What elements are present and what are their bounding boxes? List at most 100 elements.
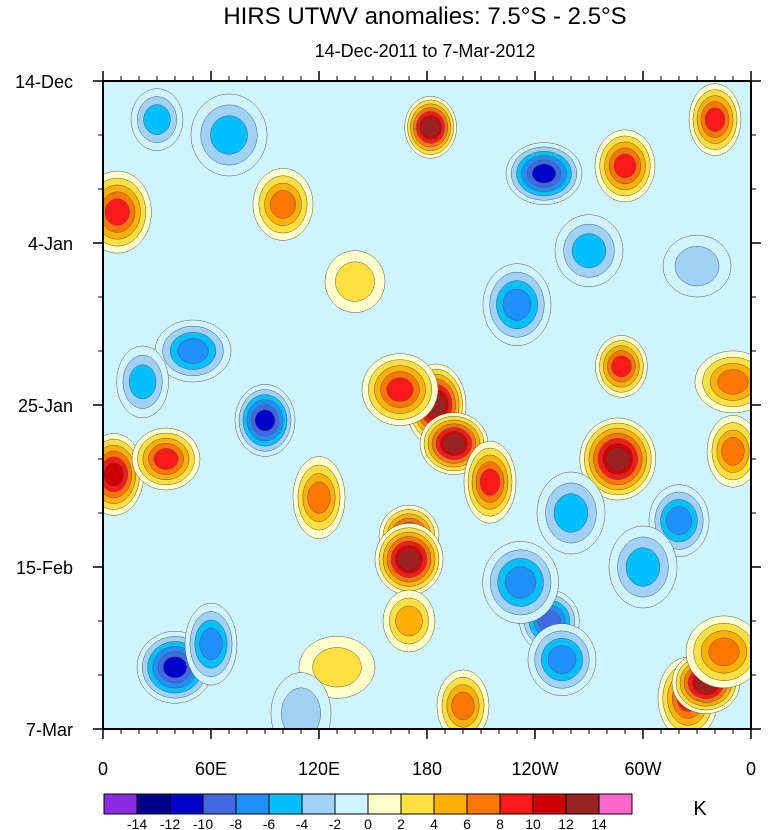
colorbar-tick-label: -14 <box>127 816 147 830</box>
colorbar-tick-label: 8 <box>496 816 504 830</box>
anomaly-feature <box>190 93 268 177</box>
anomaly-field <box>103 83 751 729</box>
anomaly-contour <box>335 261 375 302</box>
x-tick-label: 180 <box>412 759 442 779</box>
anomaly-contour <box>270 190 296 219</box>
anomaly-feature <box>154 319 232 383</box>
y-tick-label: 25-Jan <box>18 396 73 416</box>
anomaly-contour <box>254 409 276 432</box>
anomaly-feature <box>436 669 490 729</box>
anomaly-contour <box>531 163 557 184</box>
anomaly-feature <box>505 142 583 205</box>
x-tick-label: 120E <box>298 759 340 779</box>
colorbar-swatch <box>565 793 600 815</box>
anomaly-contour <box>666 506 692 535</box>
axis-ticks <box>93 71 761 739</box>
anomaly-feature <box>382 589 436 653</box>
x-tick-label: 0 <box>98 759 108 779</box>
anomaly-contour <box>162 656 188 679</box>
colorbar-swatch <box>301 793 336 815</box>
anomaly-contour <box>143 104 171 135</box>
anomaly-contour <box>611 355 632 378</box>
colorbar-swatch <box>136 793 171 815</box>
anomaly-feature <box>685 615 751 689</box>
anomaly-feature <box>324 250 386 313</box>
colorbar-unit-label: K <box>693 798 707 820</box>
anomaly-contour <box>103 462 125 487</box>
anomaly-contour <box>386 377 414 402</box>
x-tick-label: 60E <box>195 759 227 779</box>
anomaly-feature <box>116 345 169 419</box>
x-tick-label: 0 <box>746 759 756 779</box>
anomaly-feature <box>706 415 751 488</box>
colorbar-swatch <box>103 793 138 815</box>
anomaly-contour <box>606 448 629 470</box>
anomaly-feature <box>608 525 678 609</box>
anomaly-contour <box>571 233 607 269</box>
anomaly-contour <box>502 288 532 321</box>
y-tick-label: 4-Jan <box>28 234 73 254</box>
anomaly-feature <box>694 350 751 414</box>
y-axis-tick-labels: 14-Dec 4-Jan 25-Jan 15-Feb 7-Mar <box>15 72 73 740</box>
anomaly-feature <box>554 214 624 287</box>
anomaly-contour <box>312 647 362 688</box>
colorbar-tick-label: 10 <box>525 816 541 830</box>
anomaly-feature <box>536 471 606 555</box>
colorbar-swatch <box>598 793 633 815</box>
anomaly-contour <box>505 566 537 599</box>
anomaly-feature <box>270 672 332 729</box>
x-axis-tick-labels: 0 60E 120E 180 120W 60W 0 <box>98 759 756 779</box>
chart-subtitle: 14-Dec-2011 to 7-Mar-2012 <box>315 41 536 61</box>
colorbar-swatch <box>268 793 303 815</box>
anomaly-contour <box>395 605 423 637</box>
anomaly-contour <box>443 434 465 453</box>
colorbar-swatch <box>499 793 534 815</box>
colorbar-swatch <box>433 793 468 815</box>
anomaly-contour <box>625 547 661 587</box>
colorbar-tick-label: -8 <box>230 816 243 830</box>
plot-area <box>102 80 752 730</box>
colorbar-tick-label: 14 <box>591 816 607 830</box>
anomaly-contour <box>128 364 157 400</box>
anomaly-contour <box>479 468 501 496</box>
colorbar-tick-label: -10 <box>193 816 213 830</box>
anomaly-contour <box>177 338 209 364</box>
colorbar-swatch <box>367 793 402 815</box>
anomaly-feature <box>131 427 201 491</box>
chart-title: HIRS UTWV anomalies: 7.5°S - 2.5°S <box>223 3 626 30</box>
colorbar-swatch <box>532 793 567 815</box>
anomaly-contour <box>307 481 331 514</box>
y-tick-label: 15-Feb <box>16 558 73 578</box>
anomaly-feature <box>130 88 184 151</box>
anomaly-feature <box>595 335 648 398</box>
anomaly-contour <box>674 246 720 287</box>
anomaly-feature <box>579 417 657 501</box>
anomaly-feature <box>184 602 238 686</box>
anomaly-contour <box>451 691 475 721</box>
colorbar-tick-label: -6 <box>263 816 276 830</box>
anomaly-contour <box>717 369 749 395</box>
y-tick-label: 7-Mar <box>26 720 73 740</box>
colorbar-tick-label: 2 <box>397 816 405 830</box>
anomaly-contour <box>153 448 179 470</box>
anomaly-feature <box>482 263 552 346</box>
anomaly-contour <box>547 645 577 674</box>
anomaly-feature <box>252 168 314 241</box>
colorbar-tick-label: -4 <box>296 816 309 830</box>
colorbar-swatch <box>235 793 270 815</box>
anomaly-contour <box>398 549 420 570</box>
colorbar-tick-label: 0 <box>364 816 372 830</box>
x-tick-label: 120W <box>511 759 558 779</box>
anomaly-feature <box>482 541 559 624</box>
colorbar-swatch <box>334 793 369 815</box>
anomaly-feature <box>463 440 517 524</box>
anomaly-contour <box>281 687 321 729</box>
anomaly-contour <box>721 437 745 466</box>
x-tick-label: 60W <box>624 759 661 779</box>
y-tick-label: 14-Dec <box>15 72 73 92</box>
anomaly-contour <box>199 628 223 661</box>
anomaly-feature <box>374 523 444 596</box>
anomaly-feature <box>234 384 296 457</box>
anomaly-contour <box>704 107 726 132</box>
